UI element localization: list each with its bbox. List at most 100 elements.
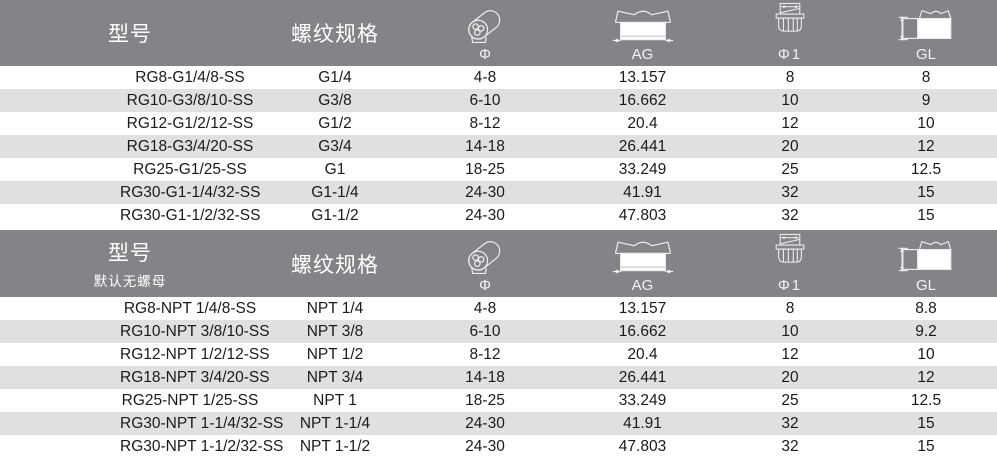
cell-gl: 9 <box>921 91 931 109</box>
thread-outer-diameter-icon <box>772 1 808 45</box>
cell-ag: 47.803 <box>618 437 667 455</box>
cell-phi1: 32 <box>781 183 799 201</box>
model-column-label: 型号 <box>108 23 152 46</box>
cell-gl: 12 <box>917 137 935 155</box>
phi1-column-label: Φ1 <box>777 46 803 63</box>
cell-thread: NPT 3/8 <box>306 322 364 340</box>
section2-rows: RG8-NPT 1/4/8-SS NPT 1/4 4-8 13.157 8 8.… <box>0 297 997 458</box>
cell-model: RG18-G3/4/20-SS <box>126 137 254 155</box>
cell-ag: 16.662 <box>618 91 667 109</box>
cell-ag: 47.803 <box>618 206 667 224</box>
table-row: RG30-G1-1/2/32-SS G1-1/2 24-30 47.803 32… <box>0 204 997 227</box>
section2-header: 型号 默认无螺母 螺纹规格 Φ AG Φ1 GL <box>0 230 997 297</box>
cell-thread: NPT 1 <box>313 391 357 409</box>
ag-column-label: AG <box>631 277 654 294</box>
table-row: RG12-NPT 1/2/12-SS NPT 1/2 8-12 20.4 12 … <box>0 343 997 366</box>
cell-thread: G1-1/2 <box>311 206 359 224</box>
cell-gl: 10 <box>917 114 935 132</box>
column-header-ag: AG <box>560 230 725 297</box>
cell-gl: 15 <box>917 414 935 432</box>
cell-gl: 8.8 <box>915 299 937 317</box>
cell-phi1: 12 <box>781 114 799 132</box>
phi-column-label: Φ <box>479 46 491 63</box>
gland-length-icon <box>896 238 956 276</box>
cell-ag: 26.441 <box>618 368 667 386</box>
gland-width-icon <box>612 5 674 45</box>
column-header-phi1: Φ1 <box>725 230 855 297</box>
cell-gl: 12 <box>917 368 935 386</box>
gland-width-icon <box>612 236 674 276</box>
gl-column-label: GL <box>915 46 936 63</box>
cell-ag: 20.4 <box>627 345 658 363</box>
table-row: RG30-G1-1/4/32-SS G1-1/4 24-30 41.91 32 … <box>0 181 997 204</box>
model-column-subtitle: 默认无螺母 <box>93 274 167 289</box>
cell-phi: 24-30 <box>465 414 505 432</box>
cell-thread: G1 <box>324 160 346 178</box>
cell-thread: G1/2 <box>318 114 352 132</box>
cell-ag: 16.662 <box>618 322 667 340</box>
column-header-phi: Φ <box>410 230 560 297</box>
thread-outer-diameter-icon <box>772 232 808 276</box>
cable-diameter-icon <box>465 4 505 45</box>
cell-model: RG30-G1-1/4/32-SS <box>120 183 261 201</box>
cell-phi: 8-12 <box>469 345 501 363</box>
cell-phi1: 20 <box>781 137 799 155</box>
column-header-phi: Φ <box>410 0 560 66</box>
cell-phi1: 10 <box>781 322 799 340</box>
cell-phi: 4-8 <box>473 299 497 317</box>
cell-thread: G1-1/4 <box>311 183 359 201</box>
cell-phi: 6-10 <box>469 322 501 340</box>
cell-phi1: 32 <box>781 414 799 432</box>
column-header-model: 型号 <box>0 0 260 66</box>
column-header-gl: GL <box>855 0 997 66</box>
table-row: RG10-NPT 3/8/10-SS NPT 3/8 6-10 16.662 1… <box>0 320 997 343</box>
column-header-thread: 螺纹规格 <box>260 230 410 297</box>
thread-column-label: 螺纹规格 <box>291 23 379 46</box>
cell-gl: 15 <box>917 206 935 224</box>
cell-thread: G1/4 <box>318 68 352 86</box>
cell-phi: 4-8 <box>473 68 497 86</box>
column-header-gl: GL <box>855 230 997 297</box>
section1-header: 型号 螺纹规格 Φ AG Φ1 GL <box>0 0 997 66</box>
cell-model: RG25-G1/25-SS <box>133 160 247 178</box>
cell-model: RG25-NPT 1/25-SS <box>121 391 259 409</box>
cell-thread: NPT 1-1/4 <box>299 414 371 432</box>
cell-model: RG18-NPT 3/4/20-SS <box>120 368 270 386</box>
cell-thread: G3/4 <box>318 137 352 155</box>
cell-model: RG8-G1/4/8-SS <box>135 68 245 86</box>
cell-ag: 13.157 <box>618 299 667 317</box>
cell-phi: 24-30 <box>465 206 505 224</box>
cell-phi1: 8 <box>785 299 795 317</box>
column-header-model: 型号 默认无螺母 <box>0 230 260 297</box>
cell-phi1: 32 <box>781 437 799 455</box>
cell-gl: 15 <box>917 437 935 455</box>
cell-ag: 41.91 <box>623 183 662 201</box>
table-row: RG30-NPT 1-1/2/32-SS NPT 1-1/2 24-30 47.… <box>0 435 997 458</box>
ag-column-label: AG <box>631 46 654 63</box>
cell-gl: 8 <box>921 68 931 86</box>
cell-thread: NPT 1/2 <box>306 345 364 363</box>
cell-phi: 24-30 <box>465 183 505 201</box>
cell-gl: 9.2 <box>915 322 937 340</box>
section1-rows: RG8-G1/4/8-SS G1/4 4-8 13.157 8 8 RG10-G… <box>0 66 997 227</box>
cell-model: RG10-G3/8/10-SS <box>126 91 254 109</box>
table-row: RG12-G1/2/12-SS G1/2 8-12 20.4 12 10 <box>0 112 997 135</box>
table-row: RG18-NPT 3/4/20-SS NPT 3/4 14-18 26.441 … <box>0 366 997 389</box>
thread-column-label: 螺纹规格 <box>291 253 379 277</box>
table-row: RG25-G1/25-SS G1 18-25 33.249 25 12.5 <box>0 158 997 181</box>
cell-phi1: 12 <box>781 345 799 363</box>
table-row: RG10-G3/8/10-SS G3/8 6-10 16.662 10 9 <box>0 89 997 112</box>
cell-ag: 33.249 <box>618 391 667 409</box>
cell-model: RG30-NPT 1-1/2/32-SS <box>120 437 284 455</box>
cell-model: RG12-G1/2/12-SS <box>126 114 254 132</box>
cell-phi1: 25 <box>781 160 799 178</box>
spec-table: 型号 螺纹规格 Φ AG Φ1 GL RG8-G1/4/8-SS G1/4 4-… <box>0 0 997 458</box>
gl-column-label: GL <box>915 277 936 294</box>
cell-thread: NPT 1/4 <box>306 299 364 317</box>
cell-phi: 6-10 <box>469 91 501 109</box>
model-column-label: 型号 <box>108 242 152 265</box>
cable-diameter-icon <box>465 235 505 276</box>
cell-gl: 12.5 <box>910 160 942 178</box>
cell-model: RG30-NPT 1-1/4/32-SS <box>120 414 284 432</box>
cell-model: RG10-NPT 3/8/10-SS <box>120 322 270 340</box>
